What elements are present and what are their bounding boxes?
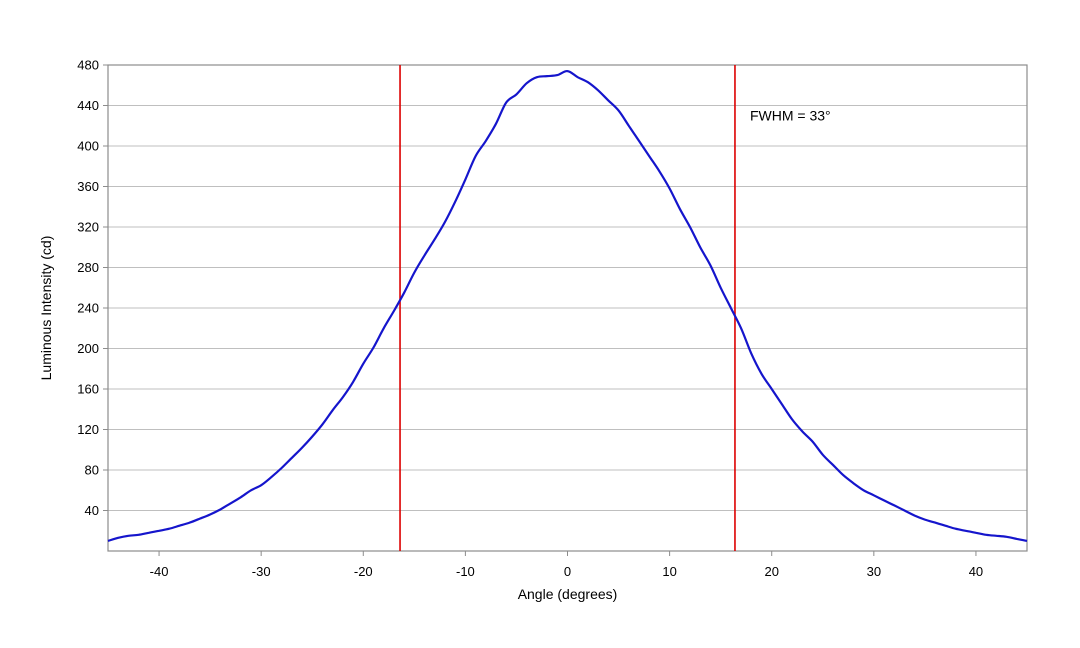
- x-tick-label: -10: [456, 564, 475, 579]
- y-tick-label: 440: [77, 98, 99, 113]
- x-tick-label: -30: [252, 564, 271, 579]
- fwhm-markers: [399, 65, 736, 551]
- y-tick-label: 200: [77, 341, 99, 356]
- y-tick-label: 360: [77, 179, 99, 194]
- y-tick-label: 240: [77, 301, 99, 316]
- x-axis-title: Angle (degrees): [518, 586, 618, 602]
- x-tick-label: 10: [662, 564, 676, 579]
- x-tick-label: 30: [867, 564, 881, 579]
- x-tick-labels: -40 -30 -20 -10 0 10 20 30 40: [150, 564, 984, 579]
- y-tick-label: 120: [77, 422, 99, 437]
- gridlines: [108, 64, 1027, 511]
- axis-ticks: [103, 64, 977, 556]
- fwhm-annotation: FWHM = 33°: [750, 108, 831, 124]
- y-axis-title: Luminous Intensity (cd): [38, 236, 54, 381]
- y-tick-label: 320: [77, 220, 99, 235]
- intensity-series-line: [107, 69, 1028, 542]
- x-tick-label: -40: [150, 564, 169, 579]
- x-tick-label: 20: [764, 564, 778, 579]
- y-tick-label: 480: [77, 58, 99, 73]
- y-tick-label: 160: [77, 382, 99, 397]
- x-tick-label: -20: [354, 564, 373, 579]
- y-tick-label: 400: [77, 139, 99, 154]
- x-tick-label: 40: [969, 564, 983, 579]
- y-tick-labels: 40 80 120 160 200 240 280 320 360 400 440 480: [77, 58, 99, 519]
- y-tick-label: 280: [77, 260, 99, 275]
- y-tick-label: 80: [85, 463, 99, 478]
- x-tick-label: 0: [564, 564, 571, 579]
- y-tick-label: 40: [85, 503, 99, 518]
